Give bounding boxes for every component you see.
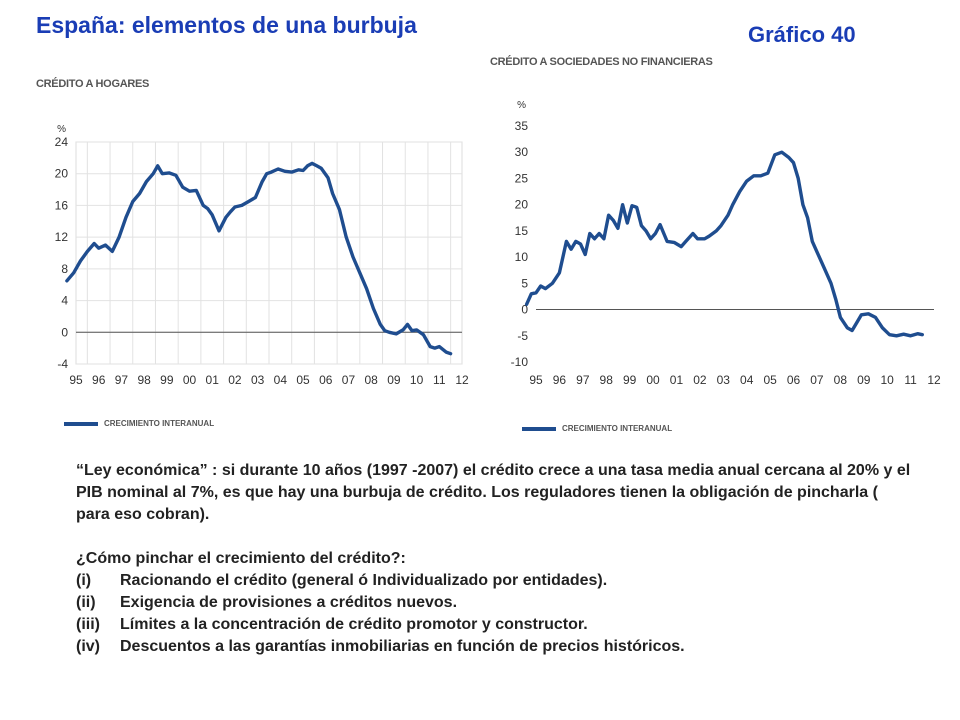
x-tick-label: 02 — [693, 373, 707, 387]
x-tick-label: 06 — [787, 373, 801, 387]
x-tick-label: 98 — [137, 373, 151, 387]
figure-label: Gráfico 40 — [748, 22, 856, 47]
x-tick-label: 09 — [387, 373, 401, 387]
legend-label: CRECIMIENTO INTERANUAL — [104, 419, 215, 428]
page-title: España: elementos de una burbuja — [36, 12, 417, 38]
x-tick-label: 99 — [623, 373, 637, 387]
y-tick-label: 0 — [61, 325, 68, 339]
y-tick-label: 0 — [521, 303, 528, 317]
list-item: (iv) Descuentos a las garantías inmobili… — [76, 636, 916, 658]
y-tick-label: -10 — [511, 355, 529, 369]
x-tick-label: 97 — [576, 373, 590, 387]
y-axis-unit: % — [517, 100, 526, 111]
x-tick-label: 95 — [529, 373, 543, 387]
x-tick-label: 11 — [904, 373, 917, 387]
x-tick-label: 04 — [740, 373, 754, 387]
legend-line-swatch — [522, 426, 556, 431]
x-tick-label: 00 — [646, 373, 660, 387]
question-heading: ¿Cómo pinchar el crecimiento del crédito… — [76, 550, 406, 567]
list-item-text: Racionando el crédito (general ó Individ… — [120, 572, 608, 589]
x-tick-label: 09 — [857, 373, 871, 387]
list-item: (iii) Límites a la concentración de créd… — [76, 614, 916, 636]
explanation-text: “Ley económica” : si durante 10 años (19… — [76, 460, 916, 658]
y-tick-label: 35 — [515, 119, 529, 133]
x-tick-label: 02 — [228, 373, 242, 387]
x-tick-label: 05 — [763, 373, 777, 387]
x-tick-label: 97 — [115, 373, 129, 387]
y-tick-label: 12 — [55, 230, 69, 244]
explanation-paragraph: “Ley económica” : si durante 10 años (19… — [76, 462, 911, 523]
y-tick-label: 20 — [515, 198, 529, 212]
x-tick-label: 00 — [183, 373, 197, 387]
list-item-text: Exigencia de provisiones a créditos nuev… — [120, 594, 458, 611]
x-tick-label: 05 — [296, 373, 310, 387]
y-tick-label: 16 — [55, 198, 69, 212]
x-tick-label: 12 — [927, 373, 941, 387]
y-tick-label: -5 — [517, 329, 528, 343]
legend-label: CRECIMIENTO INTERANUAL — [562, 424, 673, 433]
chart-title-hogares: CRÉDITO A HOGARES — [36, 78, 150, 90]
x-tick-label: 03 — [717, 373, 731, 387]
series-line — [65, 161, 453, 356]
x-tick-label: 12 — [455, 373, 469, 387]
x-tick-label: 01 — [206, 373, 220, 387]
y-tick-label: 20 — [55, 167, 69, 181]
list-item: (ii) Exigencia de provisiones a créditos… — [76, 592, 916, 614]
x-tick-label: 07 — [810, 373, 824, 387]
list-item-number: (i) — [76, 572, 92, 589]
y-tick-label: 25 — [515, 171, 529, 185]
chart-hogares: 24 20 16 12 8 4 0 -4% 95 96 97 98 99 00 01 02 03 04 05 06 07… — [55, 124, 469, 387]
x-tick-label: 99 — [160, 373, 174, 387]
list-item: (i) Racionando el crédito (general ó Ind… — [76, 570, 916, 592]
legend-sociedades: CRECIMIENTO INTERANUAL — [522, 424, 672, 433]
x-tick-label: 06 — [319, 373, 333, 387]
series-line — [524, 150, 924, 338]
list-item-text: Límites a la concentración de crédito pr… — [120, 616, 588, 633]
y-tick-label: 8 — [61, 262, 68, 276]
y-tick-label: -4 — [57, 357, 68, 371]
y-tick-label: 30 — [515, 145, 529, 159]
x-tick-label: 08 — [364, 373, 378, 387]
y-axis-unit: % — [57, 124, 66, 135]
legend-line-swatch — [64, 421, 98, 426]
list-item-number: (iv) — [76, 638, 100, 655]
y-tick-label: 5 — [521, 276, 528, 290]
y-tick-label: 4 — [61, 294, 68, 308]
x-tick-label: 10 — [410, 373, 424, 387]
x-tick-label: 10 — [880, 373, 894, 387]
y-tick-label: 15 — [515, 224, 529, 238]
x-tick-label: 96 — [92, 373, 106, 387]
chart-title-sociedades: CRÉDITO A SOCIEDADES NO FINANCIERAS — [490, 56, 713, 68]
x-tick-label: 95 — [69, 373, 83, 387]
x-tick-label: 04 — [274, 373, 288, 387]
y-tick-label: 10 — [515, 250, 529, 264]
list-item-text: Descuentos a las garantías inmobiliarias… — [120, 638, 685, 655]
list-item-number: (iii) — [76, 616, 100, 633]
x-tick-label: 98 — [600, 373, 614, 387]
x-tick-label: 07 — [342, 373, 356, 387]
x-tick-label: 96 — [553, 373, 567, 387]
y-tick-label: 24 — [55, 135, 69, 149]
legend-hogares: CRECIMIENTO INTERANUAL — [64, 419, 214, 428]
chart-sociedades: 35 30 25 20 15 10 5 0 -5 -10% 95 96 97 98 99 00 01 02 03 04… — [511, 100, 941, 387]
x-tick-label: 03 — [251, 373, 265, 387]
x-tick-label: 11 — [433, 373, 446, 387]
list-item-number: (ii) — [76, 594, 96, 611]
x-tick-label: 08 — [834, 373, 848, 387]
x-tick-label: 01 — [670, 373, 684, 387]
